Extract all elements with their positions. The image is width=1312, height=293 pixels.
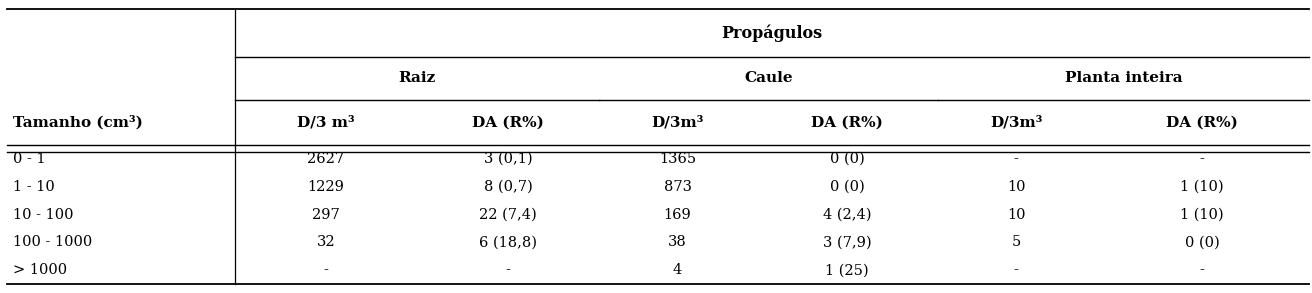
Text: > 1000: > 1000 xyxy=(13,263,67,277)
Text: -: - xyxy=(1014,263,1018,277)
Text: -: - xyxy=(323,263,328,277)
Text: 5: 5 xyxy=(1012,236,1021,249)
Text: 10 - 100: 10 - 100 xyxy=(13,208,73,222)
Text: 0 (0): 0 (0) xyxy=(829,180,865,194)
Text: 1 - 10: 1 - 10 xyxy=(13,180,55,194)
Text: 100 - 1000: 100 - 1000 xyxy=(13,236,92,249)
Text: Raiz: Raiz xyxy=(399,71,436,85)
Text: 3 (0,1): 3 (0,1) xyxy=(484,152,533,166)
Text: 873: 873 xyxy=(664,180,691,194)
Text: 8 (0,7): 8 (0,7) xyxy=(484,180,533,194)
Text: 10: 10 xyxy=(1008,180,1026,194)
Text: 169: 169 xyxy=(664,208,691,222)
Text: Tamanho (cm³): Tamanho (cm³) xyxy=(13,115,143,130)
Text: 3 (7,9): 3 (7,9) xyxy=(823,236,871,249)
Text: 0 (0): 0 (0) xyxy=(1185,236,1219,249)
Text: D/3 m³: D/3 m³ xyxy=(297,115,354,130)
Text: 1 (25): 1 (25) xyxy=(825,263,869,277)
Text: -: - xyxy=(1014,152,1018,166)
Text: 4: 4 xyxy=(673,263,682,277)
Text: Propágulos: Propágulos xyxy=(722,24,823,42)
Text: -: - xyxy=(1199,263,1204,277)
Text: 1 (10): 1 (10) xyxy=(1179,180,1224,194)
Text: 4 (2,4): 4 (2,4) xyxy=(823,208,871,222)
Text: 1229: 1229 xyxy=(307,180,344,194)
Text: 22 (7,4): 22 (7,4) xyxy=(479,208,537,222)
Text: -: - xyxy=(505,263,510,277)
Text: 10: 10 xyxy=(1008,208,1026,222)
Text: 32: 32 xyxy=(316,236,335,249)
Text: 2627: 2627 xyxy=(307,152,344,166)
Text: 38: 38 xyxy=(668,236,687,249)
Text: D/3m³: D/3m³ xyxy=(651,115,703,130)
Text: 297: 297 xyxy=(312,208,340,222)
Text: 0 (0): 0 (0) xyxy=(829,152,865,166)
Text: 1 (10): 1 (10) xyxy=(1179,208,1224,222)
Text: Planta inteira: Planta inteira xyxy=(1065,71,1182,85)
Text: DA (R%): DA (R%) xyxy=(1166,115,1237,130)
Text: 1365: 1365 xyxy=(659,152,697,166)
Text: D/3m³: D/3m³ xyxy=(991,115,1043,130)
Text: 6 (18,8): 6 (18,8) xyxy=(479,236,537,249)
Text: DA (R%): DA (R%) xyxy=(472,115,544,130)
Text: DA (R%): DA (R%) xyxy=(811,115,883,130)
Text: 0 - 1: 0 - 1 xyxy=(13,152,46,166)
Text: -: - xyxy=(1199,152,1204,166)
Text: Caule: Caule xyxy=(744,71,792,85)
